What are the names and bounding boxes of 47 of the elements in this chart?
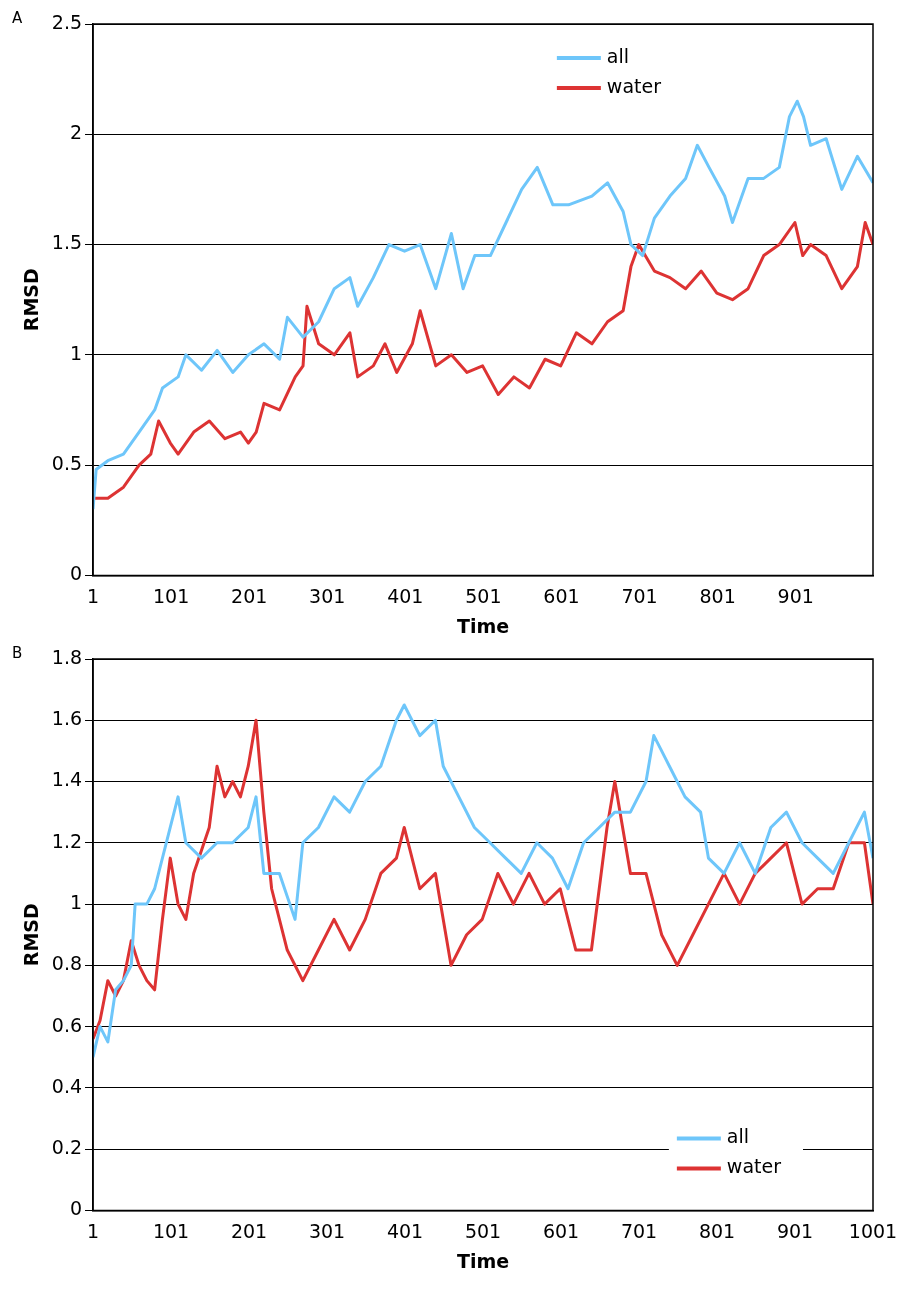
chart-title: B: [12, 644, 23, 663]
y-tick-label: 0.8: [51, 952, 83, 975]
x-tick-label: 601: [543, 584, 580, 607]
x-tick-label: 801: [698, 1219, 736, 1242]
x-tick-label: 201: [231, 584, 268, 607]
y-tick-label: 2.5: [51, 10, 83, 33]
x-tick-label: 301: [309, 584, 346, 607]
x-axis-title: Time: [456, 1249, 510, 1272]
x-tick-label: 1: [86, 1219, 100, 1242]
y-tick-label: 1.5: [51, 231, 83, 254]
x-tick-label: 1001: [848, 1219, 898, 1242]
x-tick-label: 101: [152, 1219, 190, 1242]
x-tick-label: 401: [386, 1219, 424, 1242]
y-tick-label: 0.5: [51, 452, 83, 475]
x-tick-label: 401: [387, 584, 424, 607]
legend-label: all: [726, 1125, 750, 1148]
y-tick-label: 1.4: [51, 768, 83, 791]
y-tick-label: 1: [69, 891, 83, 913]
y-axis-title: RMSD: [20, 903, 43, 967]
x-tick-label: 501: [465, 584, 502, 607]
x-tick-label: 201: [230, 1219, 268, 1242]
x-tick-label: 701: [620, 1219, 658, 1242]
x-tick-label: 601: [542, 1219, 580, 1242]
x-tick-label: 901: [777, 584, 814, 607]
legend-label: all: [606, 44, 630, 67]
y-tick-label: 1.6: [51, 707, 83, 730]
chart-title: A: [12, 9, 23, 28]
y-tick-label: 1.2: [51, 829, 83, 852]
y-axis-title: RMSD: [20, 268, 43, 332]
legend-label: water: [726, 1155, 782, 1178]
y-tick-label: 2: [69, 121, 83, 144]
legend-label: water: [606, 74, 662, 97]
x-tick-label: 1: [86, 584, 100, 607]
x-tick-label: 701: [621, 584, 658, 607]
x-tick-label: 301: [308, 1219, 346, 1242]
y-tick-label: 0.4: [51, 1074, 83, 1097]
y-tick-label: 1.8: [51, 645, 83, 668]
y-tick-label: 0.6: [51, 1013, 83, 1036]
x-tick-label: 101: [152, 584, 190, 607]
x-axis-title: Time: [456, 614, 510, 637]
y-tick-label: 1: [69, 341, 83, 364]
y-tick-label: 0.2: [51, 1136, 83, 1159]
y-tick-label: 0: [69, 562, 83, 585]
y-tick-label: 0: [69, 1197, 83, 1220]
x-tick-label: 901: [776, 1219, 814, 1242]
x-tick-label: 801: [699, 584, 736, 607]
x-tick-label: 501: [464, 1219, 502, 1242]
